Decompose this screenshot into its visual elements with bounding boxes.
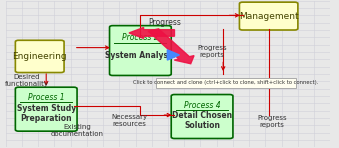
Text: Process 4: Process 4: [184, 100, 220, 110]
Text: Progress
reports: Progress reports: [257, 115, 287, 128]
Text: System Study
Preparation: System Study Preparation: [17, 104, 76, 123]
Text: Necessary
resources: Necessary resources: [111, 114, 147, 127]
FancyBboxPatch shape: [171, 95, 233, 139]
Text: Management: Management: [239, 12, 298, 21]
Text: Process 1: Process 1: [28, 93, 64, 102]
Text: Click to connect and clone (ctrl+click to clone, shift+click to connect).: Click to connect and clone (ctrl+click t…: [133, 81, 318, 85]
FancyArrow shape: [148, 29, 194, 64]
Text: Process 2: Process 2: [122, 33, 159, 42]
FancyBboxPatch shape: [156, 78, 296, 88]
Text: Desired
functionality: Desired functionality: [5, 74, 49, 87]
FancyBboxPatch shape: [15, 40, 64, 73]
Text: Progress
reports: Progress reports: [197, 45, 227, 58]
FancyBboxPatch shape: [109, 26, 171, 75]
Text: Progress: Progress: [148, 18, 181, 27]
FancyArrow shape: [129, 27, 175, 38]
Text: Existing
documentation: Existing documentation: [51, 124, 103, 137]
Polygon shape: [167, 50, 179, 60]
FancyBboxPatch shape: [15, 87, 77, 131]
Text: Engineering: Engineering: [13, 52, 67, 61]
Text: Detail Chosen
Solution: Detail Chosen Solution: [172, 111, 232, 130]
FancyBboxPatch shape: [239, 2, 298, 30]
Text: System Analysis: System Analysis: [105, 51, 176, 60]
